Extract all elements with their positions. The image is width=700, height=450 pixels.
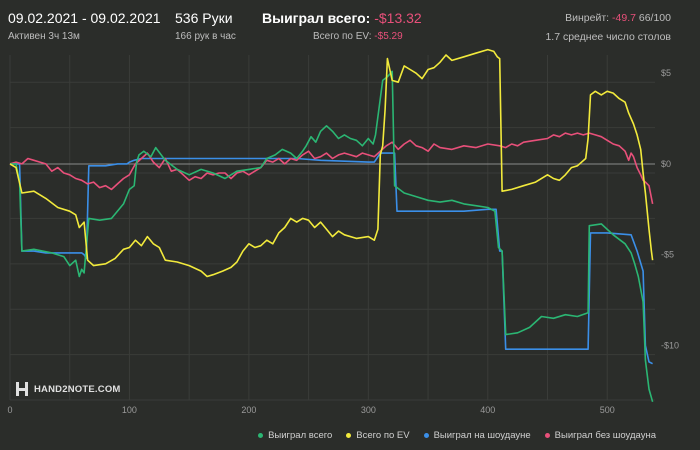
winrate: Винрейт: -49.7 66/100 <box>565 12 671 24</box>
x-tick-label: 0 <box>7 405 12 415</box>
hands-count: 536 Руки <box>175 10 233 26</box>
legend-dot-icon <box>544 433 550 438</box>
chart-legend: Выиграл всего Всего по EV Выиграл на шоу… <box>258 430 656 441</box>
y-tick-label: -$5 <box>661 250 674 260</box>
series-line-2 <box>10 152 653 365</box>
legend-label: Выиграл без шоудауна <box>554 430 656 441</box>
axes: $5 $0 -$5 -$10 0 100 200 300 400 500 <box>7 68 679 415</box>
legend-item-non-showdown[interactable]: Выиграл без шоудауна <box>544 430 656 441</box>
series-lines <box>9 48 654 403</box>
logo-text: HAND2NOTE.COM <box>34 383 121 395</box>
logo-icon <box>16 382 28 396</box>
legend-dot-icon <box>258 433 264 438</box>
x-tick-label: 400 <box>480 405 495 415</box>
avg-tables: 1.7 среднее число столов <box>545 31 671 43</box>
series-line-1 <box>9 48 654 278</box>
hands-per-hour: 166 рук в час <box>175 31 236 42</box>
grid <box>9 55 655 401</box>
series-line-0 <box>10 70 654 403</box>
legend-dot-icon <box>423 433 429 438</box>
winrate-suffix: 66/100 <box>638 12 671 24</box>
legend-item-showdown[interactable]: Выиграл на шоудауне <box>423 430 531 441</box>
y-tick-label: $5 <box>661 68 671 78</box>
legend-item-won-total[interactable]: Выиграл всего <box>258 430 332 441</box>
legend-label: Всего по EV <box>356 430 410 441</box>
legend-dot-icon <box>346 433 352 438</box>
winrate-value: -49.7 <box>612 12 636 24</box>
won-total: Выиграл всего: -$13.32 <box>262 10 422 26</box>
legend-label: Выиграл всего <box>268 430 333 441</box>
won-total-value: -$13.32 <box>374 10 422 26</box>
y-tick-label: $0 <box>661 159 671 169</box>
ev-total-label: Всего по EV: <box>313 31 372 42</box>
x-tick-label: 100 <box>122 405 137 415</box>
ev-total-value: -$5.29 <box>374 31 403 42</box>
ev-total: Всего по EV: -$5.29 <box>313 31 403 42</box>
date-range: 09.02.2021 - 09.02.2021 <box>8 10 161 26</box>
legend-item-ev-total[interactable]: Всего по EV <box>346 430 410 441</box>
active-time: Активен 3ч 13м <box>8 31 80 42</box>
winrate-label: Винрейт: <box>565 12 610 24</box>
hand2note-logo: HAND2NOTE.COM <box>16 382 121 396</box>
y-tick-label: -$10 <box>661 341 679 351</box>
x-tick-label: 200 <box>241 405 256 415</box>
x-tick-label: 500 <box>600 405 615 415</box>
x-tick-label: 300 <box>361 405 376 415</box>
series-line-3 <box>9 132 654 205</box>
legend-label: Выиграл на шоудауне <box>433 430 531 441</box>
won-total-label: Выиграл всего: <box>262 10 371 26</box>
